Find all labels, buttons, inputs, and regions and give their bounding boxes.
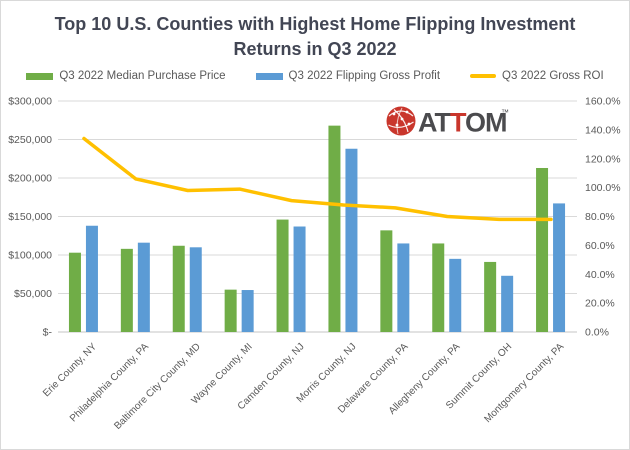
bar-flipping-gross-profit bbox=[345, 148, 358, 332]
left-axis-tick-label: $100,000 bbox=[8, 250, 52, 262]
right-axis-tick-label: 20.0% bbox=[585, 298, 615, 310]
attom-logo-text: ATTOM bbox=[418, 108, 507, 138]
right-axis-tick-label: 80.0% bbox=[585, 211, 615, 223]
bar-median-purchase-price bbox=[276, 219, 289, 332]
bar-median-purchase-price bbox=[536, 167, 549, 332]
bar-flipping-gross-profit bbox=[137, 242, 150, 332]
chart-title: Top 10 U.S. Counties with Highest Home F… bbox=[1, 12, 629, 62]
right-axis-tick-label: 60.0% bbox=[585, 240, 615, 252]
legend-bar-swatch bbox=[255, 72, 283, 80]
left-axis-tick-label: $- bbox=[43, 327, 53, 339]
legend-line-swatch bbox=[470, 74, 497, 78]
chart-legend: Q3 2022 Median Purchase Price Q3 2022 Fli… bbox=[1, 65, 629, 87]
legend-item: Q3 2022 Flipping Gross Profit bbox=[255, 70, 441, 82]
left-axis-tick-label: $300,000 bbox=[8, 96, 52, 108]
left-axis-tick-label: $200,000 bbox=[8, 173, 52, 185]
right-axis-tick-label: 0.0% bbox=[585, 327, 609, 339]
trademark-symbol: ™ bbox=[501, 108, 509, 117]
legend-label: Q3 2022 Flipping Gross Profit bbox=[288, 70, 441, 82]
right-axis-tick-label: 40.0% bbox=[585, 269, 615, 281]
bar-median-purchase-price bbox=[484, 261, 497, 332]
bar-median-purchase-price bbox=[172, 245, 185, 332]
left-axis-tick-label: $50,000 bbox=[14, 288, 52, 300]
attom-logo: ATTOM ™ bbox=[385, 103, 525, 139]
chart-title-line2: Returns in Q3 2022 bbox=[233, 39, 397, 59]
bar-median-purchase-price bbox=[68, 252, 81, 332]
bar-flipping-gross-profit bbox=[85, 225, 98, 332]
right-axis-tick-label: 140.0% bbox=[585, 124, 621, 136]
right-axis-tick-label: 160.0% bbox=[585, 96, 621, 108]
x-axis-category-label: Baltimore City County, MD bbox=[112, 341, 203, 432]
legend-item: Q3 2022 Gross ROI bbox=[470, 70, 604, 82]
bar-median-purchase-price bbox=[120, 248, 133, 332]
bar-flipping-gross-profit bbox=[293, 226, 306, 332]
legend-item: Q3 2022 Median Purchase Price bbox=[26, 70, 226, 82]
right-axis-tick-label: 100.0% bbox=[585, 182, 621, 194]
bar-median-purchase-price bbox=[224, 289, 237, 332]
left-axis-tick-label: $150,000 bbox=[8, 211, 52, 223]
bar-median-purchase-price bbox=[328, 125, 341, 332]
bar-flipping-gross-profit bbox=[397, 243, 410, 332]
bar-flipping-gross-profit bbox=[553, 203, 566, 332]
legend-label: Q3 2022 Gross ROI bbox=[502, 70, 604, 82]
chart-title-line1: Top 10 U.S. Counties with Highest Home F… bbox=[54, 14, 576, 34]
bar-median-purchase-price bbox=[432, 243, 445, 332]
bar-flipping-gross-profit bbox=[501, 275, 514, 332]
bar-flipping-gross-profit bbox=[449, 258, 462, 332]
right-axis-tick-label: 120.0% bbox=[585, 153, 621, 165]
legend-label: Q3 2022 Median Purchase Price bbox=[59, 70, 226, 82]
x-axis-category-label: Erie County, NY bbox=[41, 341, 99, 399]
globe-network-icon bbox=[386, 106, 416, 136]
bar-flipping-gross-profit bbox=[241, 290, 254, 332]
legend-bar-swatch bbox=[26, 72, 54, 80]
gross-roi-line bbox=[82, 136, 553, 222]
bar-flipping-gross-profit bbox=[189, 247, 202, 332]
bar-median-purchase-price bbox=[380, 230, 393, 332]
left-axis-tick-label: $250,000 bbox=[8, 134, 52, 146]
